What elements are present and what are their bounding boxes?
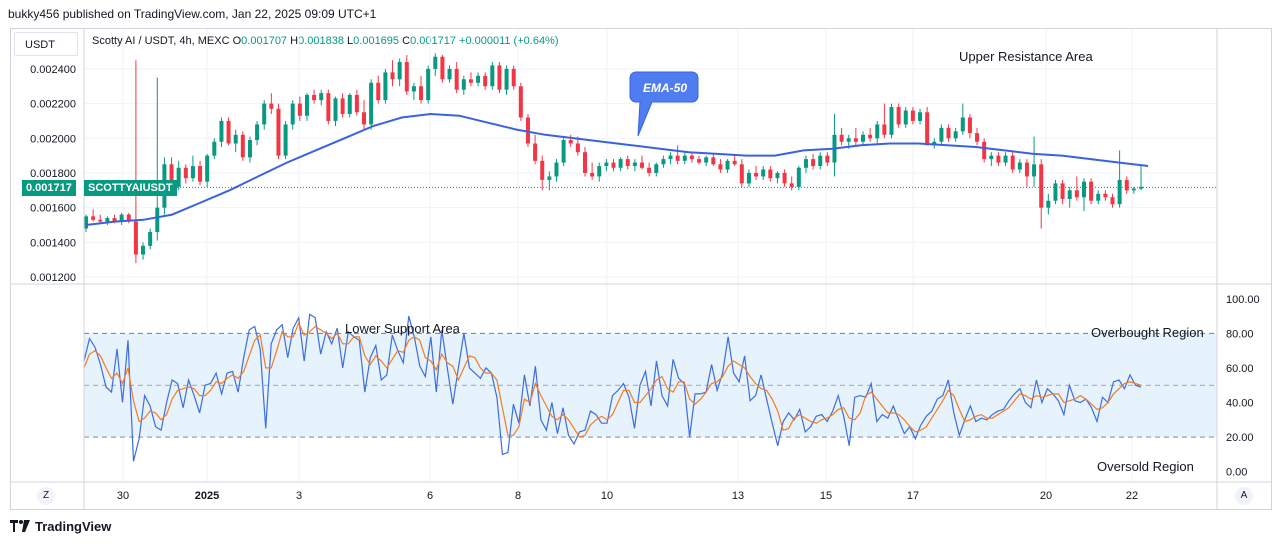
- legend-title: Scotty AI / USDT, 4h, MEXC: [92, 35, 230, 47]
- tradingview-logo-icon: [10, 520, 30, 535]
- legend-low-label: L: [347, 35, 354, 47]
- chart-legend: Scotty AI / USDT, 4h, MEXC O0.001707 H0.…: [92, 35, 559, 47]
- symbol-tag: SCOTTYAIUSDT: [84, 180, 177, 196]
- footer-brand-label: TradingView: [35, 519, 112, 534]
- chart-frame: [10, 28, 1272, 510]
- footer-brand[interactable]: TradingView: [10, 519, 111, 535]
- legend-low: 0.001695: [353, 35, 400, 47]
- legend-close: 0.001717: [410, 35, 456, 47]
- publish-header: bukky456 published on TradingView.com, J…: [8, 7, 377, 21]
- legend-close-label: C: [402, 35, 411, 47]
- legend-high: 0.001838: [298, 35, 344, 47]
- currency-button[interactable]: USDT: [14, 32, 78, 56]
- timezone-button[interactable]: Z: [37, 487, 55, 505]
- legend-open: 0.001707: [241, 35, 288, 47]
- last-price-tag: 0.001717: [22, 180, 76, 196]
- auto-scale-button[interactable]: A: [1235, 487, 1253, 505]
- legend-high-label: H: [290, 35, 299, 47]
- legend-change: +0.000011 (+0.64%): [459, 35, 559, 47]
- legend-open-label: O: [232, 35, 242, 47]
